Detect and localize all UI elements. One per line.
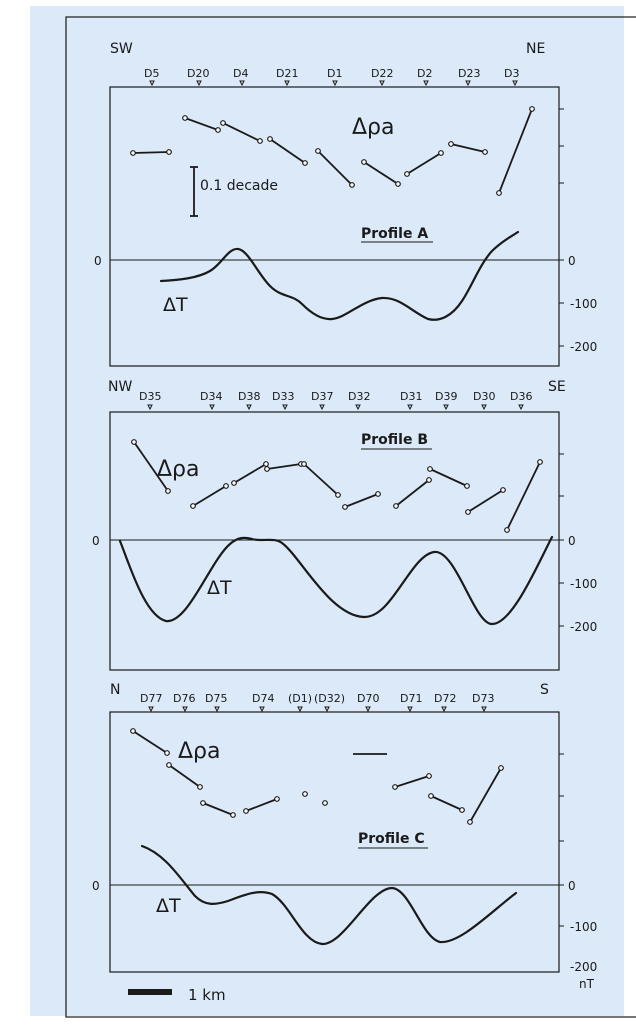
profile-c-stations: D77 D76 D75 D74 (D1) (D32) D70 D71 D72 D…: [140, 692, 494, 713]
station-label: D72: [434, 692, 456, 705]
profile-c-frame: [109, 711, 560, 973]
station-label: D36: [510, 390, 532, 403]
station-marker: [284, 80, 290, 87]
profile-a-rho-segments: [130, 106, 535, 196]
station-marker: [332, 80, 338, 87]
station-label: D70: [357, 692, 379, 705]
station-label: D3: [504, 67, 519, 80]
profile-b-dir-left: NW: [108, 379, 132, 395]
station-marker: [379, 80, 385, 87]
profiles-figure: SW NE D5 D20 D4 D21 D1 D22 D2 D23 D3: [65, 16, 636, 1018]
station-label: D1: [327, 67, 342, 80]
profile-c-delta-t-label: ΔT: [156, 895, 181, 917]
profile-a-title: Profile A: [361, 226, 428, 242]
station-label: D23: [458, 67, 480, 80]
profile-b-stations: D35 D34 D38 D33 D37 D32 D31 D39 D30 D36: [139, 390, 532, 411]
profile-b-delta-t-label: ΔT: [207, 577, 232, 599]
profile-c-dir-left: N: [110, 682, 120, 698]
profile-b-title: Profile B: [361, 432, 428, 448]
station-label: D31: [400, 390, 422, 403]
station-label: D73: [472, 692, 494, 705]
decade-scale-label: 0.1 decade: [200, 178, 278, 194]
profile-c-title: Profile C: [358, 831, 425, 847]
profile-a-frame: [109, 86, 560, 367]
profile-b-tick-0: 0: [568, 534, 576, 548]
profile-b-zero-left: 0: [92, 534, 100, 548]
profile-a-delta-rho-label: Δρa: [352, 115, 395, 140]
station-label: D37: [311, 390, 333, 403]
station-label: (D1): [288, 692, 312, 705]
profile-b-frame: [109, 411, 560, 671]
profile-a-stations: D5 D20 D4 D21 D1 D22 D2 D23 D3: [144, 67, 519, 87]
km-scale-bar: [128, 989, 172, 995]
station-marker: [465, 80, 471, 87]
station-label: D38: [238, 390, 260, 403]
profile-a-panel: SW NE D5 D20 D4 D21 D1 D22 D2 D23 D3: [94, 41, 597, 367]
profile-c-tick-100: -100: [570, 920, 597, 934]
station-marker: [149, 80, 155, 87]
station-label: D4: [233, 67, 248, 80]
outer-border: [65, 16, 636, 1018]
profile-c-delta-t-curve: [140, 844, 518, 946]
station-label: D5: [144, 67, 159, 80]
profile-b-dir-right: SE: [548, 379, 566, 395]
station-label: D39: [435, 390, 457, 403]
station-label: D21: [276, 67, 298, 80]
profile-a-delta-t-curve: [159, 230, 520, 321]
station-marker: [196, 80, 202, 87]
profile-b-delta-t-curve: [118, 535, 554, 626]
profile-b-panel: NW SE D35 D34 D38 D33 D37 D32 D31 D39 D3…: [92, 379, 597, 671]
station-marker: [512, 80, 518, 87]
profile-b-tick-200: -200: [570, 620, 597, 634]
profile-c-panel: N S D77 D76 D75 D74 (D1) (D32) D70 D71 D…: [92, 682, 597, 991]
station-label: D32: [348, 390, 370, 403]
profile-a-tick-200: -200: [570, 340, 597, 354]
station-label: D22: [371, 67, 393, 80]
profile-b-rho-segments: [131, 439, 543, 533]
profile-a-zero-left: 0: [94, 254, 102, 268]
profile-b-tick-100: -100: [570, 577, 597, 591]
profile-a-dir-right: NE: [526, 41, 545, 57]
profile-c-tick-0: 0: [568, 879, 576, 893]
profile-a-tick-0: 0: [568, 254, 576, 268]
profile-c-delta-rho-label: Δρa: [178, 739, 221, 764]
station-label: (D32): [314, 692, 345, 705]
profile-b-delta-rho-label: Δρa: [157, 457, 200, 482]
profile-c-zero-left: 0: [92, 879, 100, 893]
station-label: D74: [252, 692, 274, 705]
station-label: D33: [272, 390, 294, 403]
profile-a-delta-t-label: ΔT: [163, 294, 188, 316]
station-marker: [423, 80, 429, 87]
profile-a-dir-left: SW: [110, 41, 133, 57]
profile-a-tick-100: -100: [570, 297, 597, 311]
station-label: D20: [187, 67, 209, 80]
station-label: D34: [200, 390, 222, 403]
km-scale-label: 1 km: [188, 986, 226, 1004]
profile-c-rho-segments: [130, 728, 504, 825]
station-label: D75: [205, 692, 227, 705]
unit-label: nT: [579, 977, 595, 991]
station-label: D77: [140, 692, 162, 705]
station-label: D30: [473, 390, 495, 403]
figure-sheet: SW NE D5 D20 D4 D21 D1 D22 D2 D23 D3: [30, 6, 636, 1018]
station-label: D2: [417, 67, 432, 80]
station-marker: [239, 80, 245, 87]
station-label: D71: [400, 692, 422, 705]
profile-c-dir-right: S: [540, 682, 549, 698]
station-label: D35: [139, 390, 161, 403]
profile-c-tick-200: -200: [570, 960, 597, 974]
station-label: D76: [173, 692, 195, 705]
